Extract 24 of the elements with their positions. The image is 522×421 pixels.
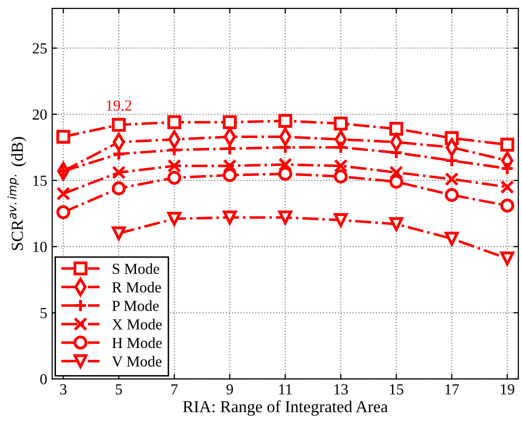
y-tick-label: 25 (32, 43, 47, 54)
x-tick-label: 5 (116, 384, 122, 395)
annotation: 19.2 (106, 100, 132, 111)
legend-label: H Mode (112, 337, 162, 348)
x-tick-label: 7 (171, 384, 178, 394)
legend-label: P Mode (112, 300, 159, 312)
y-tick-label: 10 (33, 242, 47, 252)
y-tick-label: 5 (40, 308, 47, 318)
x-tick-label: 15 (390, 384, 404, 395)
y-tick-label: 20 (32, 109, 47, 120)
x-axis-title: RIA: Range of Integrated Area (183, 400, 388, 416)
y-axis-title: SCR$^{av.imp.}$ (dB) (8, 137, 26, 250)
x-tick-label: 11 (279, 384, 292, 394)
x-tick-label: 19 (500, 384, 514, 395)
legend-label: S Mode (112, 263, 160, 274)
legend-label: V Mode (112, 356, 162, 367)
x-tick-label: 9 (226, 384, 233, 395)
x-tick-label: 17 (445, 384, 459, 394)
legend-label: R Mode (112, 282, 161, 293)
y-tick-label: 0 (40, 374, 47, 384)
y-tick-label: 15 (33, 176, 47, 186)
x-tick-label: 3 (60, 384, 67, 395)
legend-label: X Mode (112, 318, 162, 330)
x-tick-label: 13 (334, 384, 348, 395)
